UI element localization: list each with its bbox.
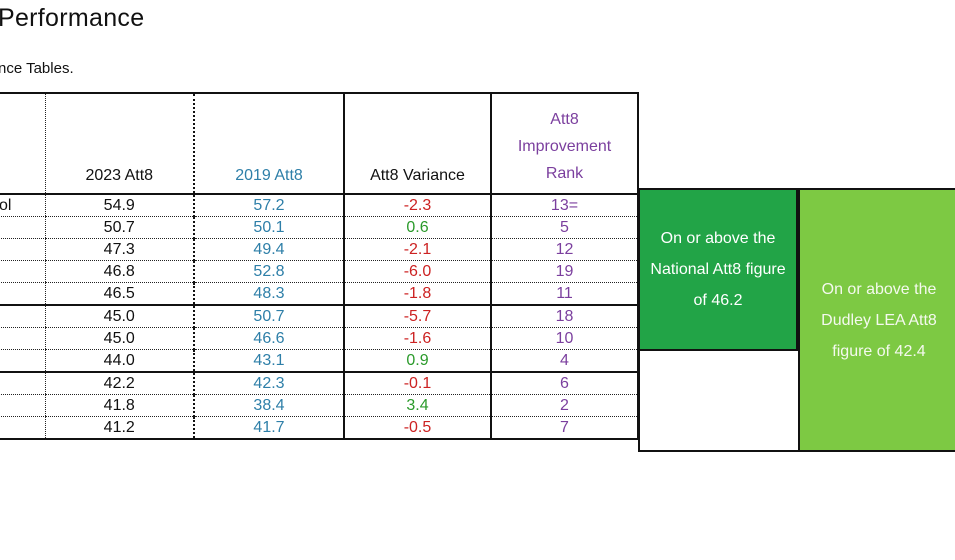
table-row: 41.8 38.4 3.4 2 xyxy=(0,394,639,417)
att8-2019-cell: 50.1 xyxy=(193,216,344,239)
school-name-cell xyxy=(0,305,45,328)
improvement-rank-cell: 5 xyxy=(490,216,639,239)
table-row: 45.0 46.6 -1.6 10 xyxy=(0,327,639,350)
improvement-rank-cell: 7 xyxy=(490,416,639,440)
att8-2023-cell: 46.5 xyxy=(44,282,194,306)
table-row: 45.0 50.7 -5.7 18 xyxy=(0,305,639,328)
att8-variance-cell: -2.1 xyxy=(343,238,491,261)
att8-2019-cell: 52.8 xyxy=(193,260,344,283)
att8-2019-cell: 57.2 xyxy=(193,194,344,217)
att8-variance-cell: -1.8 xyxy=(343,282,491,306)
dudley-att8-legend: On or above the Dudley LEA Att8 figure o… xyxy=(798,188,955,452)
school-name-cell xyxy=(0,394,45,417)
header-2019-att8: 2019 Att8 xyxy=(193,92,344,195)
improvement-rank-cell: 12 xyxy=(490,238,639,261)
att8-variance-cell: -0.1 xyxy=(343,372,491,395)
att8-variance-cell: 0.9 xyxy=(343,349,491,373)
header-school xyxy=(0,92,45,195)
att8-variance-cell: -1.6 xyxy=(343,327,491,350)
school-name-cell xyxy=(0,372,45,395)
table-row: 50.7 50.1 0.6 5 xyxy=(0,216,639,239)
att8-2019-cell: 49.4 xyxy=(193,238,344,261)
att8-variance-cell: 0.6 xyxy=(343,216,491,239)
att8-2023-cell: 46.8 xyxy=(44,260,194,283)
table-body: ol 54.9 57.2 -2.3 13= 50.7 50.1 0.6 5 47.3 49.4 -2.… xyxy=(0,194,639,440)
improvement-rank-cell: 19 xyxy=(490,260,639,283)
header-att8-variance: Att8 Variance xyxy=(343,92,491,195)
table-header-row: 2023 Att8 2019 Att8 Att8 Variance Att8 I… xyxy=(0,92,639,195)
att8-2023-cell: 44.0 xyxy=(44,349,194,373)
improvement-rank-cell: 2 xyxy=(490,394,639,417)
att8-2019-cell: 41.7 xyxy=(193,416,344,440)
school-name-cell: ol xyxy=(0,194,45,217)
att8-variance-cell: -0.5 xyxy=(343,416,491,440)
att8-2019-cell: 46.6 xyxy=(193,327,344,350)
improvement-rank-cell: 18 xyxy=(490,305,639,328)
att8-2023-cell: 41.2 xyxy=(44,416,194,440)
table-row: 46.8 52.8 -6.0 19 xyxy=(0,260,639,283)
improvement-rank-cell: 4 xyxy=(490,349,639,373)
att8-variance-cell: -6.0 xyxy=(343,260,491,283)
table-row: 41.2 41.7 -0.5 7 xyxy=(0,416,639,440)
school-name-cell xyxy=(0,282,45,306)
att8-2019-cell: 43.1 xyxy=(193,349,344,373)
header-2023-att8: 2023 Att8 xyxy=(44,92,194,195)
improvement-rank-cell: 11 xyxy=(490,282,639,306)
school-name-cell xyxy=(0,416,45,440)
national-legend-lower-cell xyxy=(638,351,798,452)
att8-2023-cell: 47.3 xyxy=(44,238,194,261)
school-name-cell xyxy=(0,216,45,239)
performance-table: 2023 Att8 2019 Att8 Att8 Variance Att8 I… xyxy=(0,92,639,440)
improvement-rank-cell: 6 xyxy=(490,372,639,395)
national-att8-legend-text: On or above the National Att8 figure of … xyxy=(650,230,786,309)
att8-variance-cell: -2.3 xyxy=(343,194,491,217)
att8-2023-cell: 54.9 xyxy=(44,194,194,217)
improvement-rank-cell: 13= xyxy=(490,194,639,217)
att8-variance-cell: -5.7 xyxy=(343,305,491,328)
att8-2019-cell: 38.4 xyxy=(193,394,344,417)
att8-2023-cell: 42.2 xyxy=(44,372,194,395)
att8-2023-cell: 50.7 xyxy=(44,216,194,239)
table-row: 42.2 42.3 -0.1 6 xyxy=(0,372,639,395)
att8-variance-cell: 3.4 xyxy=(343,394,491,417)
table-row: ol 54.9 57.2 -2.3 13= xyxy=(0,194,639,217)
improvement-rank-cell: 10 xyxy=(490,327,639,350)
table-row: 47.3 49.4 -2.1 12 xyxy=(0,238,639,261)
national-att8-legend: On or above the National Att8 figure of … xyxy=(638,188,798,351)
att8-2023-cell: 45.0 xyxy=(44,305,194,328)
header-improvement-rank: Att8 Improvement Rank xyxy=(490,92,639,195)
page-subtitle: nce Tables. xyxy=(0,60,74,77)
att8-2019-cell: 42.3 xyxy=(193,372,344,395)
table-row: 44.0 43.1 0.9 4 xyxy=(0,349,639,373)
school-name-cell xyxy=(0,260,45,283)
school-name-cell xyxy=(0,238,45,261)
page-title: Performance xyxy=(0,4,145,32)
att8-2023-cell: 41.8 xyxy=(44,394,194,417)
school-name-cell xyxy=(0,349,45,373)
dudley-att8-legend-text: On or above the Dudley LEA Att8 figure o… xyxy=(821,280,937,360)
att8-2019-cell: 50.7 xyxy=(193,305,344,328)
att8-2023-cell: 45.0 xyxy=(44,327,194,350)
att8-2019-cell: 48.3 xyxy=(193,282,344,306)
school-name-cell xyxy=(0,327,45,350)
table-row: 46.5 48.3 -1.8 11 xyxy=(0,282,639,306)
